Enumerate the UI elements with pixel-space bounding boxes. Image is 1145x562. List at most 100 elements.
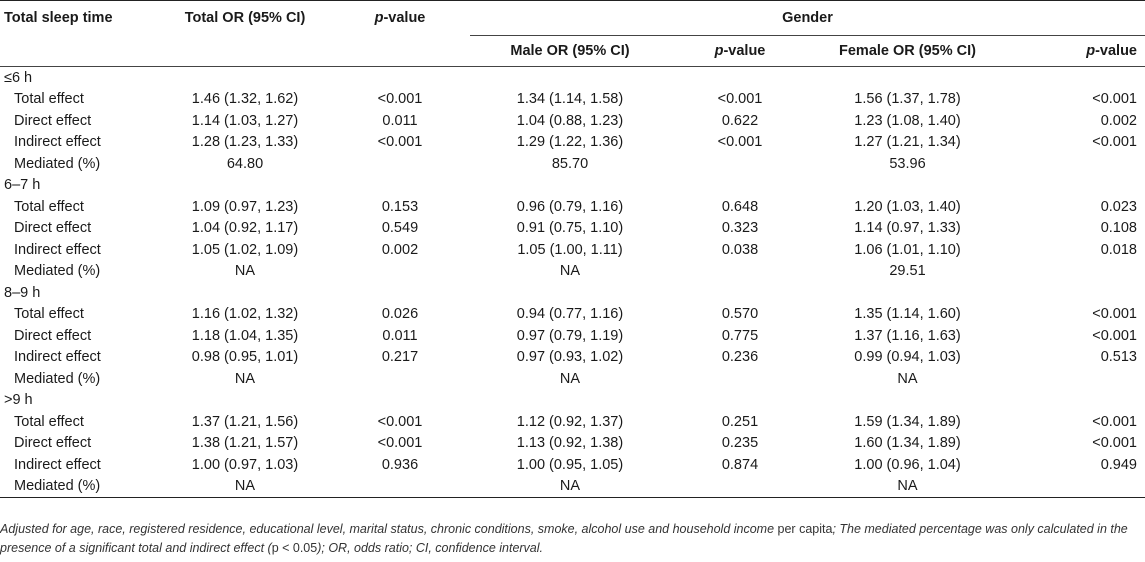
total-or-cell: NA [234, 370, 256, 387]
row-label: Total effect [14, 198, 84, 215]
female-or-cell: 1.59 (1.34, 1.89) [854, 413, 961, 430]
row-label: Direct effect [14, 112, 92, 129]
table-row: Total effect 1.37 (1.21, 1.56) <0.001 1.12 … [0, 411, 1145, 433]
male-p-cell: <0.001 [717, 91, 763, 108]
total-or-cell: 1.38 (1.21, 1.57) [191, 435, 299, 452]
table-row: Total effect 1.09 (0.97, 1.23) 0.153 0.96 (… [0, 196, 1145, 218]
female-or-cell: NA [810, 475, 1005, 498]
female-or-cell: 29.51 [889, 263, 926, 280]
male-or-cell: 0.91 (0.75, 1.10) [516, 220, 624, 237]
total-or-cell: 1.28 (1.23, 1.33) [191, 134, 299, 151]
table-row: Indirect effect 1.05 (1.02, 1.09) 0.002 1.0… [0, 239, 1145, 261]
female-or-cell: 0.99 (0.94, 1.03) [854, 349, 961, 366]
p-value-cell: 0.153 [381, 198, 419, 215]
female-p-cell: 0.002 [1100, 112, 1137, 129]
total-or-cell: 1.09 (0.97, 1.23) [191, 198, 299, 215]
male-p-cell: 0.874 [721, 456, 759, 473]
female-p-cell: 0.108 [1100, 220, 1137, 237]
table-row: Total effect 1.16 (1.02, 1.32) 0.026 0.94 (… [0, 304, 1145, 326]
header-gender: Gender [470, 0, 1145, 36]
female-p-cell: <0.001 [1092, 134, 1137, 151]
male-or-cell: NA [559, 370, 581, 387]
male-or-cell: 0.94 (0.77, 1.16) [516, 306, 624, 323]
male-p-cell: 0.236 [721, 349, 759, 366]
table-row: Mediated (%) NA NA 29.51 [0, 261, 1145, 283]
p-value-cell: <0.001 [377, 134, 423, 151]
row-label: Total effect [14, 306, 84, 323]
p-value-cell: 0.002 [381, 241, 419, 258]
total-or-cell: 1.14 (1.03, 1.27) [191, 112, 299, 129]
header-total-or: Total OR (95% CI) [160, 0, 330, 36]
male-or-cell: NA [559, 263, 581, 280]
male-p-cell: 0.038 [721, 241, 759, 258]
p-value-cell: 0.549 [381, 220, 419, 237]
table-row: Direct effect 1.04 (0.92, 1.17) 0.549 0.91 … [0, 218, 1145, 240]
total-or-cell: 1.05 (1.02, 1.09) [191, 241, 299, 258]
female-p-cell: 0.513 [1100, 349, 1137, 366]
table-footnote: Adjusted for age, race, registered resid… [0, 522, 1128, 555]
row-label: Mediated (%) [0, 475, 160, 498]
p-value-cell: 0.936 [381, 456, 419, 473]
female-or-cell: 1.23 (1.08, 1.40) [854, 112, 961, 129]
female-or-cell: NA [897, 370, 918, 387]
header-sleep-time: Total sleep time [0, 0, 160, 36]
female-or-cell: 1.20 (1.03, 1.40) [854, 198, 961, 215]
group-row: >9 h [0, 390, 1145, 412]
table-row: Indirect effect 0.98 (0.95, 1.01) 0.217 0.9… [0, 347, 1145, 369]
total-or-cell: 1.46 (1.32, 1.62) [191, 91, 299, 108]
header-female-p: p-value [1005, 35, 1145, 67]
female-or-cell: 1.27 (1.21, 1.34) [854, 134, 961, 151]
female-or-cell: 1.06 (1.01, 1.10) [854, 241, 961, 258]
female-or-cell: 1.60 (1.34, 1.89) [854, 435, 961, 452]
row-label: Mediated (%) [14, 370, 101, 387]
female-p-cell: <0.001 [1092, 413, 1137, 430]
female-p-cell: <0.001 [1092, 306, 1137, 323]
male-p-cell: 0.251 [721, 413, 759, 430]
male-p-cell [670, 475, 810, 498]
group-label: >9 h [4, 392, 33, 409]
row-label: Total effect [14, 413, 84, 430]
results-table: Total sleep time Total OR (95% CI) p-val… [0, 0, 1145, 498]
table-row: Direct effect 1.38 (1.21, 1.57) <0.001 1.13… [0, 433, 1145, 455]
male-p-cell: <0.001 [717, 134, 763, 151]
row-label: Mediated (%) [14, 155, 101, 172]
header-male-p: p-value [670, 35, 810, 67]
p-value-cell: 0.217 [381, 349, 419, 366]
female-or-cell: 53.96 [889, 155, 926, 172]
header-female-or: Female OR (95% CI) [810, 35, 1005, 67]
female-p-cell: <0.001 [1092, 435, 1137, 452]
female-or-cell: 1.56 (1.37, 1.78) [854, 91, 961, 108]
group-row: ≤6 h [0, 67, 1145, 89]
row-label: Direct effect [14, 435, 92, 452]
total-or-cell: 0.98 (0.95, 1.01) [191, 349, 299, 366]
female-p-cell [1005, 261, 1145, 283]
total-or-cell: 1.16 (1.02, 1.32) [191, 306, 299, 323]
male-or-cell: 0.97 (0.93, 1.02) [516, 349, 624, 366]
total-or-cell: 1.18 (1.04, 1.35) [191, 327, 299, 344]
row-label: Indirect effect [14, 241, 101, 258]
p-value-cell [330, 153, 470, 175]
male-or-cell: 0.97 (0.79, 1.19) [516, 327, 624, 344]
male-p-cell [670, 368, 810, 390]
table-row: Total effect 1.46 (1.32, 1.62) <0.001 1.34 … [0, 89, 1145, 111]
row-label: Mediated (%) [14, 263, 101, 280]
header-row-1: Total sleep time Total OR (95% CI) p-val… [0, 0, 1145, 36]
p-value-cell: <0.001 [377, 435, 423, 452]
male-or-cell: 1.05 (1.00, 1.11) [517, 241, 623, 258]
female-p-cell: 0.949 [1100, 456, 1137, 473]
male-or-cell: NA [470, 475, 670, 498]
row-label: Indirect effect [14, 349, 101, 366]
table-row: Mediated (%) 64.80 85.70 53.96 [0, 153, 1145, 175]
male-p-cell: 0.775 [721, 327, 759, 344]
row-label: Direct effect [14, 220, 92, 237]
female-p-cell: 0.023 [1100, 198, 1137, 215]
total-or-cell: 64.80 [226, 155, 264, 172]
p-value-cell [330, 475, 470, 498]
row-label: Total effect [14, 91, 84, 108]
group-label: 8–9 h [4, 284, 41, 301]
female-p-cell: <0.001 [1092, 91, 1137, 108]
group-row: 8–9 h [0, 282, 1145, 304]
female-or-cell: 1.14 (0.97, 1.33) [854, 220, 961, 237]
male-or-cell: 1.12 (0.92, 1.37) [516, 413, 624, 430]
total-or-cell: 1.00 (0.97, 1.03) [191, 456, 299, 473]
